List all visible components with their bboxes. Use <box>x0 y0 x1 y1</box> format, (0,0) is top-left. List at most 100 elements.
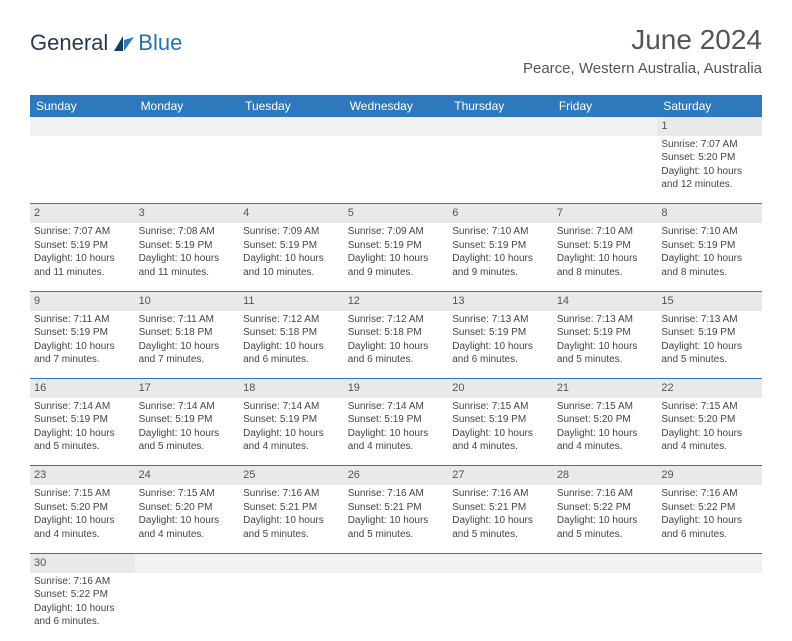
daylight-line: Daylight: 10 hours <box>661 165 758 179</box>
day-detail-cell <box>239 573 344 641</box>
sunset-line: Sunset: 5:22 PM <box>661 501 758 515</box>
day-detail-cell <box>448 573 553 641</box>
day-number-cell: 17 <box>135 379 240 398</box>
day-number-cell: 16 <box>30 379 135 398</box>
sunset-line: Sunset: 5:19 PM <box>348 239 445 253</box>
sunset-line: Sunset: 5:21 PM <box>348 501 445 515</box>
sunset-line: Sunset: 5:19 PM <box>661 239 758 253</box>
day-detail-cell: Sunrise: 7:10 AMSunset: 5:19 PMDaylight:… <box>553 223 658 291</box>
sunset-line: Sunset: 5:19 PM <box>452 413 549 427</box>
day-number-cell <box>344 117 449 136</box>
day-number-cell: 21 <box>553 379 658 398</box>
day-number-row: 1 <box>30 117 762 136</box>
daylight-line: Daylight: 10 hours <box>452 427 549 441</box>
day-detail-row: Sunrise: 7:07 AMSunset: 5:19 PMDaylight:… <box>30 223 762 291</box>
daylight-line: and 4 minutes. <box>557 440 654 454</box>
daylight-line: and 8 minutes. <box>661 266 758 280</box>
day-number-cell: 15 <box>657 291 762 310</box>
daylight-line: Daylight: 10 hours <box>34 427 131 441</box>
sunset-line: Sunset: 5:19 PM <box>34 239 131 253</box>
sunset-line: Sunset: 5:19 PM <box>661 326 758 340</box>
day-number-cell <box>135 553 240 572</box>
day-number-cell: 1 <box>657 117 762 136</box>
day-number-row: 9101112131415 <box>30 291 762 310</box>
day-number-row: 23242526272829 <box>30 466 762 485</box>
day-detail-cell: Sunrise: 7:14 AMSunset: 5:19 PMDaylight:… <box>135 398 240 466</box>
day-number-row: 30 <box>30 553 762 572</box>
sunset-line: Sunset: 5:19 PM <box>34 413 131 427</box>
daylight-line: Daylight: 10 hours <box>661 340 758 354</box>
day-number-cell: 4 <box>239 204 344 223</box>
day-detail-cell: Sunrise: 7:13 AMSunset: 5:19 PMDaylight:… <box>448 311 553 379</box>
day-detail-cell <box>553 136 658 204</box>
sunset-line: Sunset: 5:19 PM <box>243 413 340 427</box>
day-number-cell: 22 <box>657 379 762 398</box>
sunrise-line: Sunrise: 7:16 AM <box>243 487 340 501</box>
daylight-line: and 7 minutes. <box>34 353 131 367</box>
sunrise-line: Sunrise: 7:08 AM <box>139 225 236 239</box>
daylight-line: and 4 minutes. <box>243 440 340 454</box>
day-number-cell: 27 <box>448 466 553 485</box>
day-number-cell: 8 <box>657 204 762 223</box>
daylight-line: Daylight: 10 hours <box>452 514 549 528</box>
day-detail-cell <box>657 573 762 641</box>
sunrise-line: Sunrise: 7:11 AM <box>139 313 236 327</box>
daylight-line: and 6 minutes. <box>243 353 340 367</box>
sunrise-line: Sunrise: 7:16 AM <box>452 487 549 501</box>
daylight-line: and 6 minutes. <box>34 615 131 629</box>
daylight-line: Daylight: 10 hours <box>661 514 758 528</box>
day-header: Friday <box>553 95 658 117</box>
day-detail-cell <box>344 136 449 204</box>
day-detail-cell: Sunrise: 7:16 AMSunset: 5:21 PMDaylight:… <box>344 485 449 553</box>
sunrise-line: Sunrise: 7:10 AM <box>661 225 758 239</box>
sunset-line: Sunset: 5:19 PM <box>139 413 236 427</box>
sunrise-line: Sunrise: 7:13 AM <box>557 313 654 327</box>
day-number-cell: 20 <box>448 379 553 398</box>
day-header: Thursday <box>448 95 553 117</box>
day-number-cell <box>553 117 658 136</box>
day-header-row: Sunday Monday Tuesday Wednesday Thursday… <box>30 95 762 117</box>
sunrise-line: Sunrise: 7:16 AM <box>348 487 445 501</box>
sunset-line: Sunset: 5:20 PM <box>661 151 758 165</box>
daylight-line: and 12 minutes. <box>661 178 758 192</box>
day-number-cell: 11 <box>239 291 344 310</box>
daylight-line: Daylight: 10 hours <box>557 340 654 354</box>
day-detail-cell <box>553 573 658 641</box>
day-detail-cell: Sunrise: 7:15 AMSunset: 5:20 PMDaylight:… <box>657 398 762 466</box>
sunrise-line: Sunrise: 7:10 AM <box>557 225 654 239</box>
daylight-line: and 6 minutes. <box>348 353 445 367</box>
daylight-line: Daylight: 10 hours <box>557 252 654 266</box>
sunrise-line: Sunrise: 7:13 AM <box>661 313 758 327</box>
day-detail-cell <box>135 573 240 641</box>
day-header: Monday <box>135 95 240 117</box>
daylight-line: Daylight: 10 hours <box>139 427 236 441</box>
sunset-line: Sunset: 5:20 PM <box>661 413 758 427</box>
sunrise-line: Sunrise: 7:16 AM <box>661 487 758 501</box>
day-detail-cell: Sunrise: 7:15 AMSunset: 5:20 PMDaylight:… <box>135 485 240 553</box>
calendar-table: Sunday Monday Tuesday Wednesday Thursday… <box>30 95 762 641</box>
sunset-line: Sunset: 5:19 PM <box>348 413 445 427</box>
day-detail-cell: Sunrise: 7:12 AMSunset: 5:18 PMDaylight:… <box>344 311 449 379</box>
day-number-cell: 24 <box>135 466 240 485</box>
day-detail-cell: Sunrise: 7:16 AMSunset: 5:22 PMDaylight:… <box>553 485 658 553</box>
daylight-line: and 5 minutes. <box>557 528 654 542</box>
day-number-cell: 26 <box>344 466 449 485</box>
daylight-line: and 9 minutes. <box>348 266 445 280</box>
day-number-cell: 10 <box>135 291 240 310</box>
day-detail-cell: Sunrise: 7:16 AMSunset: 5:21 PMDaylight:… <box>239 485 344 553</box>
day-number-cell <box>657 553 762 572</box>
day-number-cell: 12 <box>344 291 449 310</box>
daylight-line: Daylight: 10 hours <box>557 427 654 441</box>
sunrise-line: Sunrise: 7:10 AM <box>452 225 549 239</box>
day-detail-cell: Sunrise: 7:14 AMSunset: 5:19 PMDaylight:… <box>344 398 449 466</box>
sunrise-line: Sunrise: 7:13 AM <box>452 313 549 327</box>
logo-sail-icon <box>113 34 135 52</box>
day-detail-cell: Sunrise: 7:14 AMSunset: 5:19 PMDaylight:… <box>30 398 135 466</box>
daylight-line: and 6 minutes. <box>452 353 549 367</box>
day-detail-cell: Sunrise: 7:07 AMSunset: 5:20 PMDaylight:… <box>657 136 762 204</box>
day-detail-cell: Sunrise: 7:13 AMSunset: 5:19 PMDaylight:… <box>657 311 762 379</box>
day-detail-row: Sunrise: 7:15 AMSunset: 5:20 PMDaylight:… <box>30 485 762 553</box>
day-number-cell: 6 <box>448 204 553 223</box>
title-block: June 2024 Pearce, Western Australia, Aus… <box>523 24 762 77</box>
daylight-line: and 5 minutes. <box>243 528 340 542</box>
